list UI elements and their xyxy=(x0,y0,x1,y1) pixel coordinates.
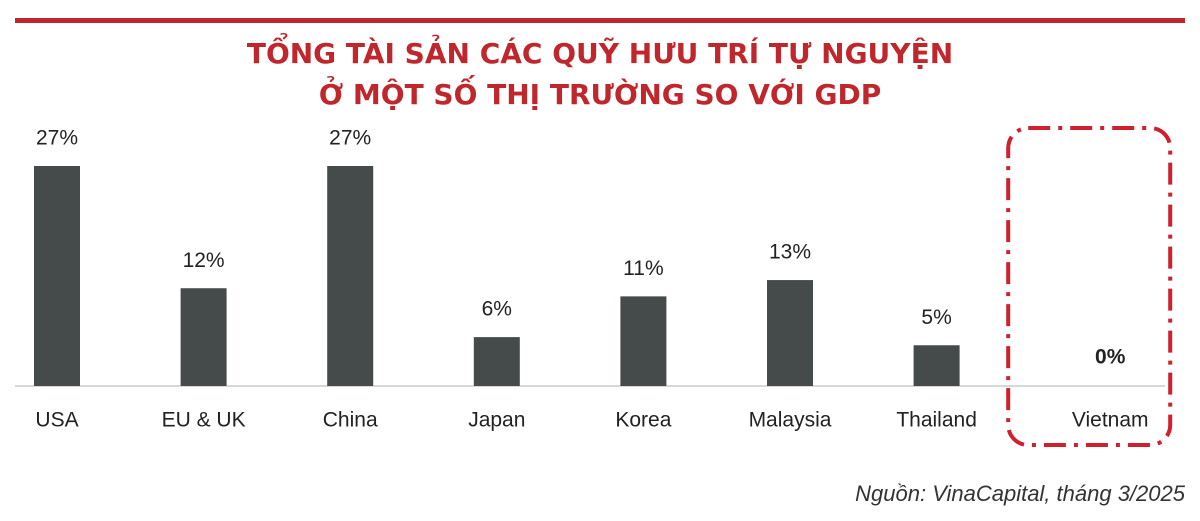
bar xyxy=(620,296,667,386)
value-label: 11% xyxy=(623,257,663,280)
bar xyxy=(473,337,520,386)
value-label: 12% xyxy=(183,249,225,272)
x-tick-label: Thailand xyxy=(896,409,977,432)
bar xyxy=(767,280,813,386)
value-label: 0% xyxy=(1095,346,1126,369)
x-tick-label: Korea xyxy=(615,409,671,432)
x-tick-label: USA xyxy=(35,409,78,432)
highlight-box xyxy=(1006,126,1173,447)
value-label: 27% xyxy=(329,127,371,150)
x-tick-label: Malaysia xyxy=(749,409,832,432)
chart-title: TỔNG TÀI SẢN CÁC QUỸ HƯU TRÍ TỰ NGUYỆN xyxy=(247,30,953,70)
x-tick-label: Japan xyxy=(468,409,525,432)
bar xyxy=(34,166,80,386)
bar xyxy=(913,345,960,386)
x-tick-label: EU & UK xyxy=(162,409,246,432)
x-tick-label: China xyxy=(323,409,378,432)
x-tick-label: Vietnam xyxy=(1072,409,1149,432)
value-label: 5% xyxy=(921,306,951,329)
bar xyxy=(180,288,227,386)
chart-title: Ở MỘT SỐ THỊ TRƯỜNG SO VỚI GDP xyxy=(319,73,882,111)
bar xyxy=(327,166,374,386)
value-label: 27% xyxy=(36,127,78,150)
value-label: 13% xyxy=(769,241,811,264)
value-label: 6% xyxy=(482,298,512,321)
source-note: Nguồn: VinaCapital, tháng 3/2025 xyxy=(855,481,1186,506)
top-rule xyxy=(15,18,1185,23)
